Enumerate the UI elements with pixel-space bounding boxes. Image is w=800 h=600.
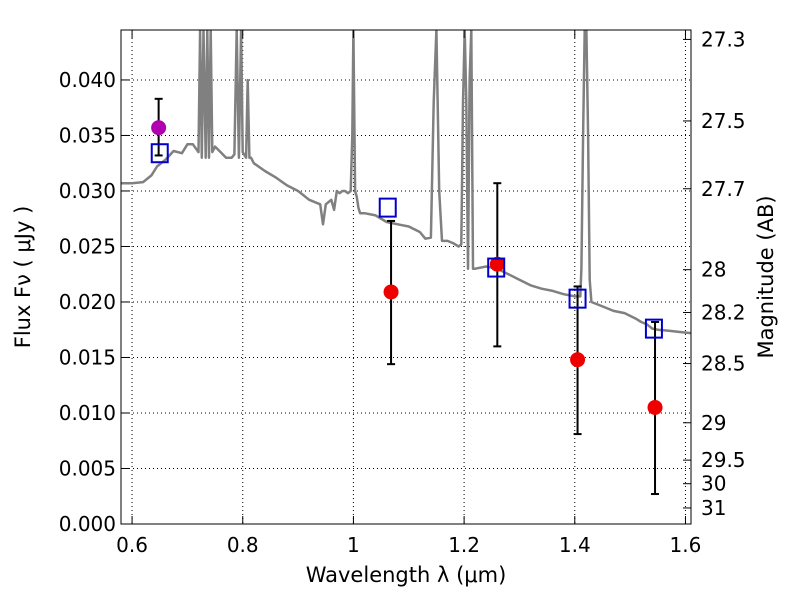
y2-tick-label: 29.5 <box>701 448 746 472</box>
model-photometry-points <box>150 143 663 339</box>
observed-points <box>151 120 663 415</box>
plot-frame <box>120 29 692 525</box>
model-point <box>150 143 169 164</box>
y2-tick-label: 30 <box>701 472 726 496</box>
x-tick-label: 1 <box>347 533 360 557</box>
y-axis-label: Flux Fν ( μJy ) <box>11 206 35 349</box>
spectrum-line <box>121 30 691 335</box>
y2-tick-label: 27.7 <box>701 177 746 201</box>
x-tick-label: 1.2 <box>448 533 480 557</box>
model-point <box>487 257 506 278</box>
y2-tick-label: 31 <box>701 496 726 520</box>
x-tick-label: 1.6 <box>670 533 702 557</box>
observed-point <box>570 352 586 368</box>
x-axis-label: Wavelength λ (μm) <box>306 563 507 587</box>
y-axis-label-text: Flux Fν ( μJy ) <box>11 206 35 349</box>
y-tick-label: 0.010 <box>59 401 116 425</box>
y2-tick-label: 27.3 <box>701 27 746 51</box>
y2-axis-label: Magnitude (AB) <box>754 195 778 358</box>
y2-tick-label: 28.5 <box>701 352 746 376</box>
x-tick-label: 0.8 <box>227 533 259 557</box>
y-tick-label: 0.015 <box>59 345 116 369</box>
model-spectrum <box>121 30 691 335</box>
observed-point <box>151 120 167 136</box>
model-point <box>568 288 587 309</box>
y-tick-label: 0.030 <box>59 179 116 203</box>
model-point <box>644 318 663 339</box>
observed-point <box>383 284 399 300</box>
observed-point <box>647 399 663 415</box>
y-tick-label: 0.005 <box>59 456 116 480</box>
y2-tick-label: 27.5 <box>701 109 746 133</box>
y-tick-label: 0.000 <box>59 512 116 536</box>
x-tick-label: 0.6 <box>116 533 148 557</box>
y2-tick-label: 29 <box>701 411 726 435</box>
observed-point <box>489 256 505 272</box>
y-tick-label: 0.020 <box>59 290 116 314</box>
x-tick-label: 1.4 <box>559 533 591 557</box>
y-tick-label: 0.025 <box>59 234 116 258</box>
axis-ticks: 0.6 0.8 1 1.2 1.4 1.6 0.000 0.005 0.010 0.015 0.02… <box>59 27 746 557</box>
y-tick-label: 0.040 <box>59 68 116 92</box>
model-point <box>378 197 397 218</box>
y2-tick-label: 28 <box>701 258 726 282</box>
y-tick-label: 0.035 <box>59 123 116 147</box>
y2-axis-label-text: Magnitude (AB) <box>754 195 778 358</box>
y2-tick-label: 28.2 <box>701 300 746 324</box>
